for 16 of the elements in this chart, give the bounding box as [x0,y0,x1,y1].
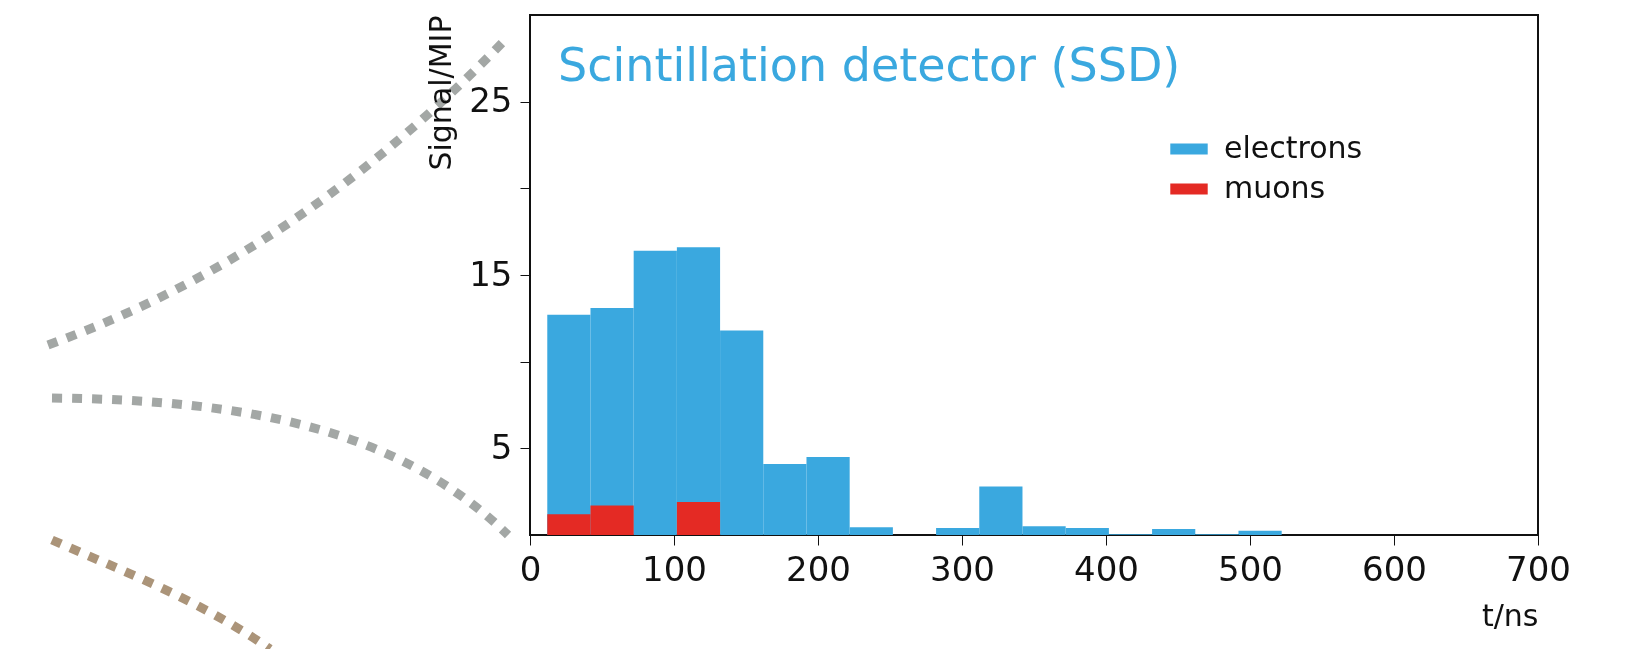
x-tick-label: 400 [1074,548,1139,589]
x-tick-label: 0 [519,548,542,589]
legend-label: muons [1224,170,1326,205]
y-tick-label: 15 [469,253,513,294]
x-tick-label: 500 [1218,548,1283,589]
x-tick-label: 600 [1362,548,1427,589]
x-tick-label: 700 [1506,548,1571,589]
text: Scintillation detector (SSD) [558,38,1181,92]
x-tick-label: 100 [642,548,707,589]
y-tick-label: 25 [469,80,513,121]
x-axis-title: t/ns [1481,597,1539,633]
legend-label: electrons [1224,130,1363,165]
y-axis-title: Signal/MIP [423,15,459,171]
x-tick-label: 300 [930,548,995,589]
y-tick-label: 5 [490,426,513,467]
x-tick-label: 200 [786,548,851,589]
